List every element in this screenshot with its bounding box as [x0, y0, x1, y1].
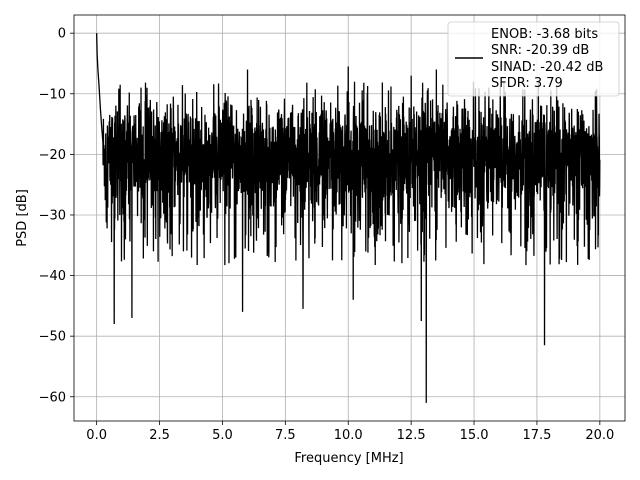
x-tick-label: 2.5: [149, 428, 170, 443]
x-tick-label: 12.5: [397, 428, 426, 443]
ticks: 0.0 2.5 5.0 7.5 10.0 12.5 15.0 17.5 20.0 0 −10 −20 −…: [39, 27, 615, 443]
legend-line-snr: SNR: -20.39 dB: [491, 43, 589, 58]
x-tick-label: 17.5: [522, 428, 551, 443]
y-tick-label: −50: [39, 330, 66, 345]
y-tick-label: −40: [39, 269, 66, 284]
legend: ENOB: -3.68 bits SNR: -20.39 dB SINAD: -…: [447, 21, 620, 97]
y-tick-label: −20: [39, 148, 66, 163]
y-tick-label: −60: [39, 390, 66, 405]
legend-line-sinad: SINAD: -20.42 dB: [491, 60, 603, 75]
legend-line-sfdr: SFDR: 3.79: [491, 76, 563, 91]
y-tick-label: −10: [39, 87, 66, 102]
series-layer: [95, 33, 601, 403]
x-axis-label: Frequency [MHz]: [294, 451, 403, 466]
x-tick-label: 10.0: [334, 428, 363, 443]
axes-frame: [73, 14, 626, 422]
legend-box: [447, 21, 620, 97]
x-tick-label: 7.5: [275, 428, 296, 443]
x-tick-label: 0.0: [86, 428, 107, 443]
x-tick-label: 15.0: [460, 428, 489, 443]
x-tick-label: 5.0: [212, 428, 233, 443]
psd-series-line: [95, 33, 601, 403]
legend-line-enob: ENOB: -3.68 bits: [491, 27, 598, 42]
y-tick-label: −30: [39, 208, 66, 223]
y-axis-label: PSD [dB]: [15, 189, 30, 247]
x-tick-label: 20.0: [585, 428, 614, 443]
y-tick-label: 0: [58, 27, 66, 42]
